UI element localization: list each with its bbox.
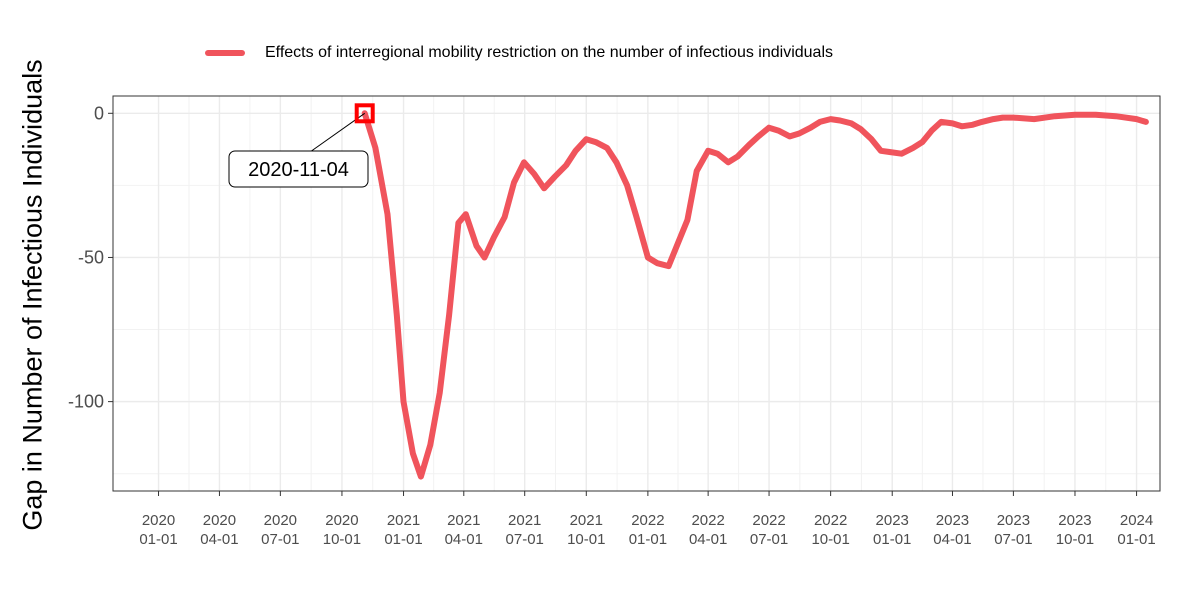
x-tick-label-monthday: 07-01 [506, 531, 544, 548]
x-tick-label-monthday: 07-01 [994, 531, 1032, 548]
x-tick-label-year: 2020 [325, 512, 358, 529]
x-tick-label-year: 2020 [142, 512, 175, 529]
y-tick-label: -100 [68, 392, 104, 412]
x-tick-label-monthday: 01-01 [629, 531, 667, 548]
y-axis-label: Gap in Number of Infectious Individuals [17, 59, 48, 531]
x-tick-label-monthday: 07-01 [750, 531, 788, 548]
y-axis: 0 -50 -100 [68, 103, 113, 412]
series-layer [361, 110, 1149, 480]
x-tick-label-monthday: 01-01 [1117, 531, 1155, 548]
x-axis: 2020 01-01 2020 04-01 2020 07-01 2020 10-01 2021… [139, 491, 1156, 548]
x-tick-label-year: 2021 [447, 512, 480, 529]
x-tick-label-year: 2020 [264, 512, 297, 529]
x-tick-label-year: 2023 [876, 512, 909, 529]
x-tick-label-year: 2022 [814, 512, 847, 529]
x-tick-label-year: 2021 [508, 512, 541, 529]
x-tick-label-year: 2023 [1058, 512, 1091, 529]
minor-gridlines [113, 96, 1160, 491]
x-tick-label-year: 2022 [752, 512, 785, 529]
x-tick-label-monthday: 01-01 [384, 531, 422, 548]
x-tick-label-year: 2020 [203, 512, 236, 529]
x-tick-label-year: 2024 [1120, 512, 1153, 529]
x-tick-label-monthday: 04-01 [689, 531, 727, 548]
x-tick-label-monthday: 04-01 [933, 531, 971, 548]
x-tick-label-monthday: 01-01 [873, 531, 911, 548]
x-tick-label-monthday: 07-01 [261, 531, 299, 548]
x-tick-label-monthday: 10-01 [567, 531, 605, 548]
x-tick-label-monthday: 04-01 [445, 531, 483, 548]
series-line [361, 110, 1149, 480]
x-tick-label-monthday: 10-01 [1056, 531, 1094, 548]
y-tick-label: 0 [94, 103, 104, 123]
x-tick-label-monthday: 04-01 [200, 531, 238, 548]
annotation-marker [354, 103, 375, 124]
x-tick-label-monthday: 10-01 [323, 531, 361, 548]
x-tick-label-year: 2022 [691, 512, 724, 529]
x-tick-label-year: 2023 [936, 512, 969, 529]
legend-label: Effects of interregional mobility restri… [265, 44, 833, 61]
legend: Effects of interregional mobility restri… [205, 44, 833, 62]
plot-panel-border [112, 95, 1161, 492]
callout-label: 2020-11-04 [248, 159, 349, 181]
x-tick-label-monthday: 01-01 [139, 531, 177, 548]
x-tick-label-year: 2021 [570, 512, 603, 529]
x-tick-label-monthday: 10-01 [811, 531, 849, 548]
x-tick-label-year: 2023 [997, 512, 1030, 529]
x-tick-label-year: 2021 [387, 512, 420, 529]
callout-box [228, 150, 369, 188]
legend-swatch [205, 50, 245, 56]
y-tick-label: -50 [78, 247, 104, 267]
major-gridlines [113, 96, 1160, 491]
x-tick-label-year: 2022 [631, 512, 664, 529]
annotation-layer: 2020-11-04 [228, 103, 375, 188]
